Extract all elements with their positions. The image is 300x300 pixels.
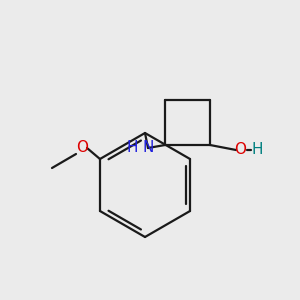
Text: H: H bbox=[126, 140, 138, 155]
Text: N: N bbox=[142, 140, 154, 155]
Text: O: O bbox=[234, 142, 246, 157]
Text: H: H bbox=[251, 142, 263, 157]
Text: O: O bbox=[76, 140, 88, 155]
